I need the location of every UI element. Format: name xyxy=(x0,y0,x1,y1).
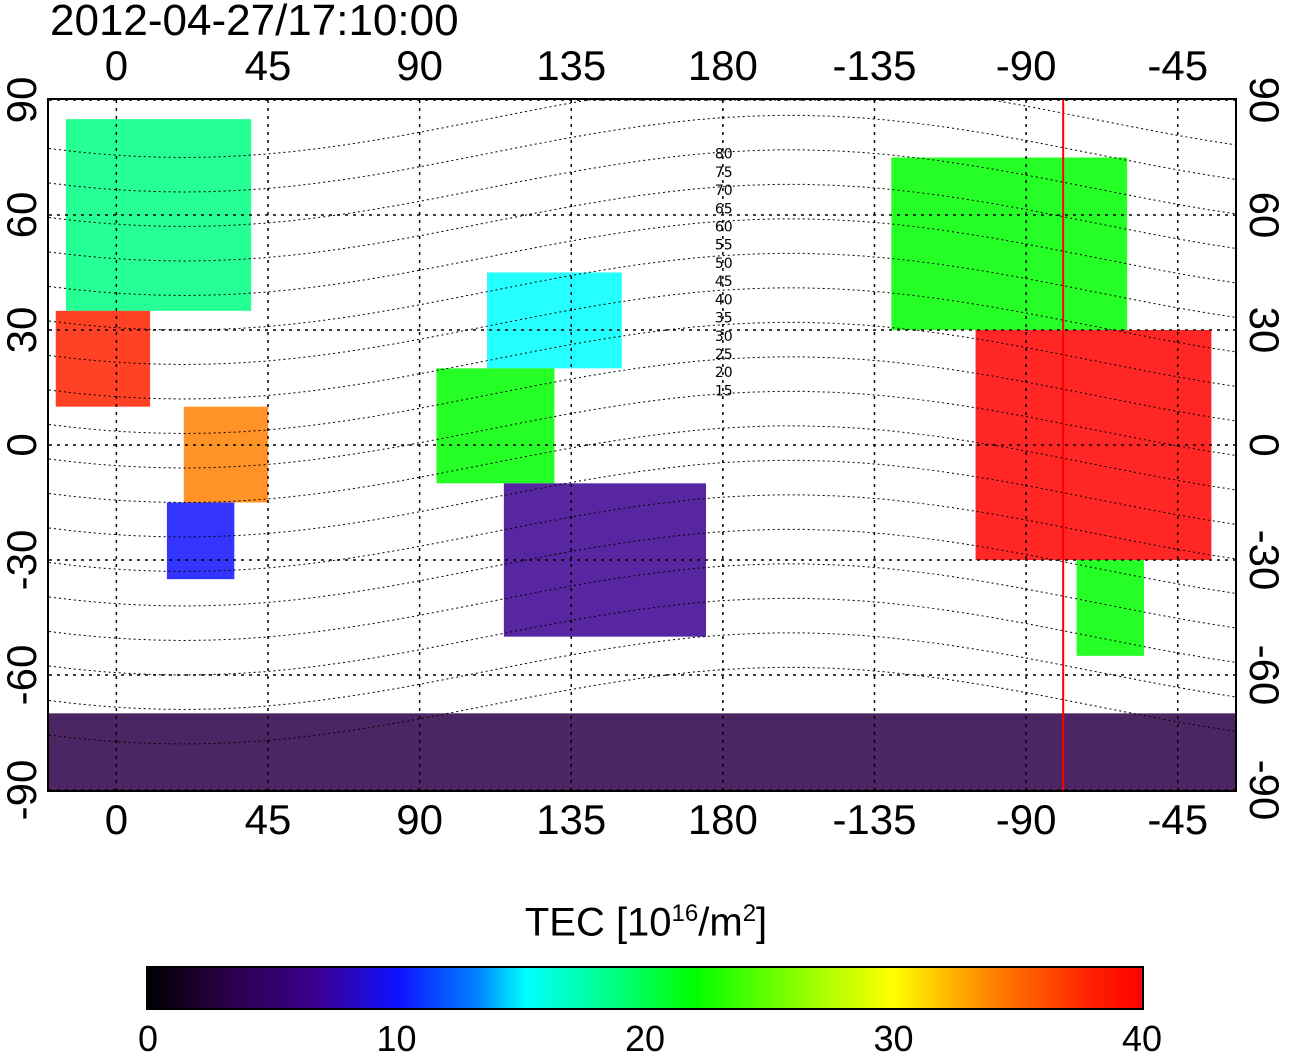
contour-line-8 xyxy=(49,356,1235,435)
contour-line-16 xyxy=(49,632,1235,711)
tec-region-2 xyxy=(183,406,269,503)
contour-line-17 xyxy=(49,666,1235,745)
tec-region-5 xyxy=(436,368,555,484)
map-grid xyxy=(49,100,1235,790)
contour-line-5 xyxy=(49,252,1235,331)
left-lat-tick-2: 30 xyxy=(0,306,45,354)
contour-label-0: 80 xyxy=(715,147,733,163)
contour-line-4 xyxy=(49,218,1235,297)
tec-region-3 xyxy=(166,502,235,580)
contour-line-7 xyxy=(49,321,1235,400)
contour-label-13: 15 xyxy=(715,383,733,399)
tec-region-10 xyxy=(49,713,1235,790)
top-lon-tick-5: -135 xyxy=(832,42,917,89)
top-lon-tick-0: 0 xyxy=(104,42,129,89)
contour-label-7: 45 xyxy=(715,274,733,290)
bottom-lon-tick-6: -90 xyxy=(995,796,1057,843)
contour-line-15 xyxy=(49,597,1235,676)
contour-label-3: 65 xyxy=(715,201,733,217)
colorbar-tick-0: 0 xyxy=(137,1018,159,1059)
left-lat-tick-6: -90 xyxy=(0,759,45,821)
contour-line-3 xyxy=(49,183,1235,262)
bottom-lon-tick-2: 90 xyxy=(396,796,443,843)
top-lon-tick-7: -45 xyxy=(1147,42,1209,89)
tec-region-8 xyxy=(975,330,1212,560)
contour-label-10: 30 xyxy=(715,329,733,345)
left-lat-tick-4: -30 xyxy=(0,529,45,591)
tec-map: 80 75 70 65 60 55 50 45 40 35 30 25 20 15 xyxy=(47,98,1237,792)
contour-line-1 xyxy=(49,114,1235,193)
bottom-lon-tick-7: -45 xyxy=(1147,796,1209,843)
contour-line-12 xyxy=(49,494,1235,573)
colorbar-tick-3: 30 xyxy=(873,1018,914,1059)
left-lat-tick-1: 60 xyxy=(0,191,45,239)
left-lat-tick-0: 90 xyxy=(0,76,45,124)
right-lat-tick-6: -90 xyxy=(1241,759,1288,821)
contour-line-9 xyxy=(49,390,1235,469)
contour-label-5: 55 xyxy=(715,238,733,254)
right-lat-tick-3: 0 xyxy=(1241,433,1288,457)
bottom-lon-tick-4: 180 xyxy=(687,796,758,843)
contour-line-2 xyxy=(49,149,1235,228)
contour-labels: 80 75 70 65 60 55 50 45 40 35 30 25 20 15 xyxy=(715,147,733,400)
contour-line-6 xyxy=(49,287,1235,366)
contour-label-1: 75 xyxy=(715,165,733,181)
contour-label-4: 60 xyxy=(715,220,733,236)
contour-label-9: 35 xyxy=(715,311,733,327)
contour-label-12: 20 xyxy=(715,365,733,381)
contour-label-8: 40 xyxy=(715,292,733,308)
tec-region-4 xyxy=(487,272,622,369)
right-lat-tick-5: -60 xyxy=(1241,644,1288,706)
tec-region-1 xyxy=(55,310,151,407)
contour-label-2: 70 xyxy=(715,183,733,199)
top-lon-tick-4: 180 xyxy=(687,42,758,89)
timestamp-title: 2012-04-27/17:10:00 xyxy=(50,0,459,45)
contour-label-11: 25 xyxy=(715,347,733,363)
contour-label-6: 50 xyxy=(715,256,733,272)
top-lon-tick-2: 90 xyxy=(396,42,443,89)
tec-map-svg: 80 75 70 65 60 55 50 45 40 35 30 25 20 15 xyxy=(49,100,1235,790)
contour-line-13 xyxy=(49,528,1235,607)
colorbar xyxy=(146,966,1144,1010)
colorbar-tick-4: 40 xyxy=(1121,1018,1163,1059)
bottom-lon-tick-1: 45 xyxy=(244,796,292,843)
left-lat-tick-3: 0 xyxy=(0,433,45,457)
bottom-lon-tick-5: -135 xyxy=(832,796,917,843)
tec-region-7 xyxy=(891,157,1128,330)
contour-line-10 xyxy=(49,425,1235,504)
tec-regions xyxy=(49,119,1235,790)
colorbar-title: TEC [1016/m2] xyxy=(524,900,768,945)
contour-line-11 xyxy=(49,459,1235,538)
top-lon-tick-3: 135 xyxy=(536,42,607,89)
tec-region-0 xyxy=(65,119,252,311)
top-lon-tick-6: -90 xyxy=(995,42,1057,89)
contour-line-14 xyxy=(49,563,1235,642)
right-lat-tick-2: 30 xyxy=(1241,306,1288,354)
right-lat-tick-0: 90 xyxy=(1241,76,1288,124)
colorbar-tick-1: 10 xyxy=(376,1018,417,1059)
left-lat-tick-5: -60 xyxy=(0,644,45,706)
bottom-lon-tick-0: 0 xyxy=(104,796,129,843)
tec-region-9 xyxy=(1076,560,1145,656)
right-lat-tick-1: 60 xyxy=(1241,191,1288,239)
colorbar-tick-2: 20 xyxy=(624,1018,666,1059)
bottom-lon-tick-3: 135 xyxy=(536,796,607,843)
right-lat-tick-4: -30 xyxy=(1241,529,1288,591)
top-lon-tick-1: 45 xyxy=(244,42,292,89)
magnetic-latitude-contours xyxy=(49,100,1235,745)
